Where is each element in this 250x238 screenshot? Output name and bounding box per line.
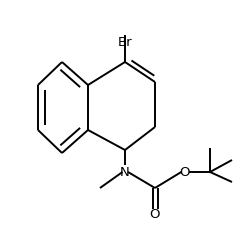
Text: O: O [150,208,160,222]
Text: N: N [120,165,130,178]
Text: O: O [180,165,190,178]
Text: Br: Br [118,35,132,49]
